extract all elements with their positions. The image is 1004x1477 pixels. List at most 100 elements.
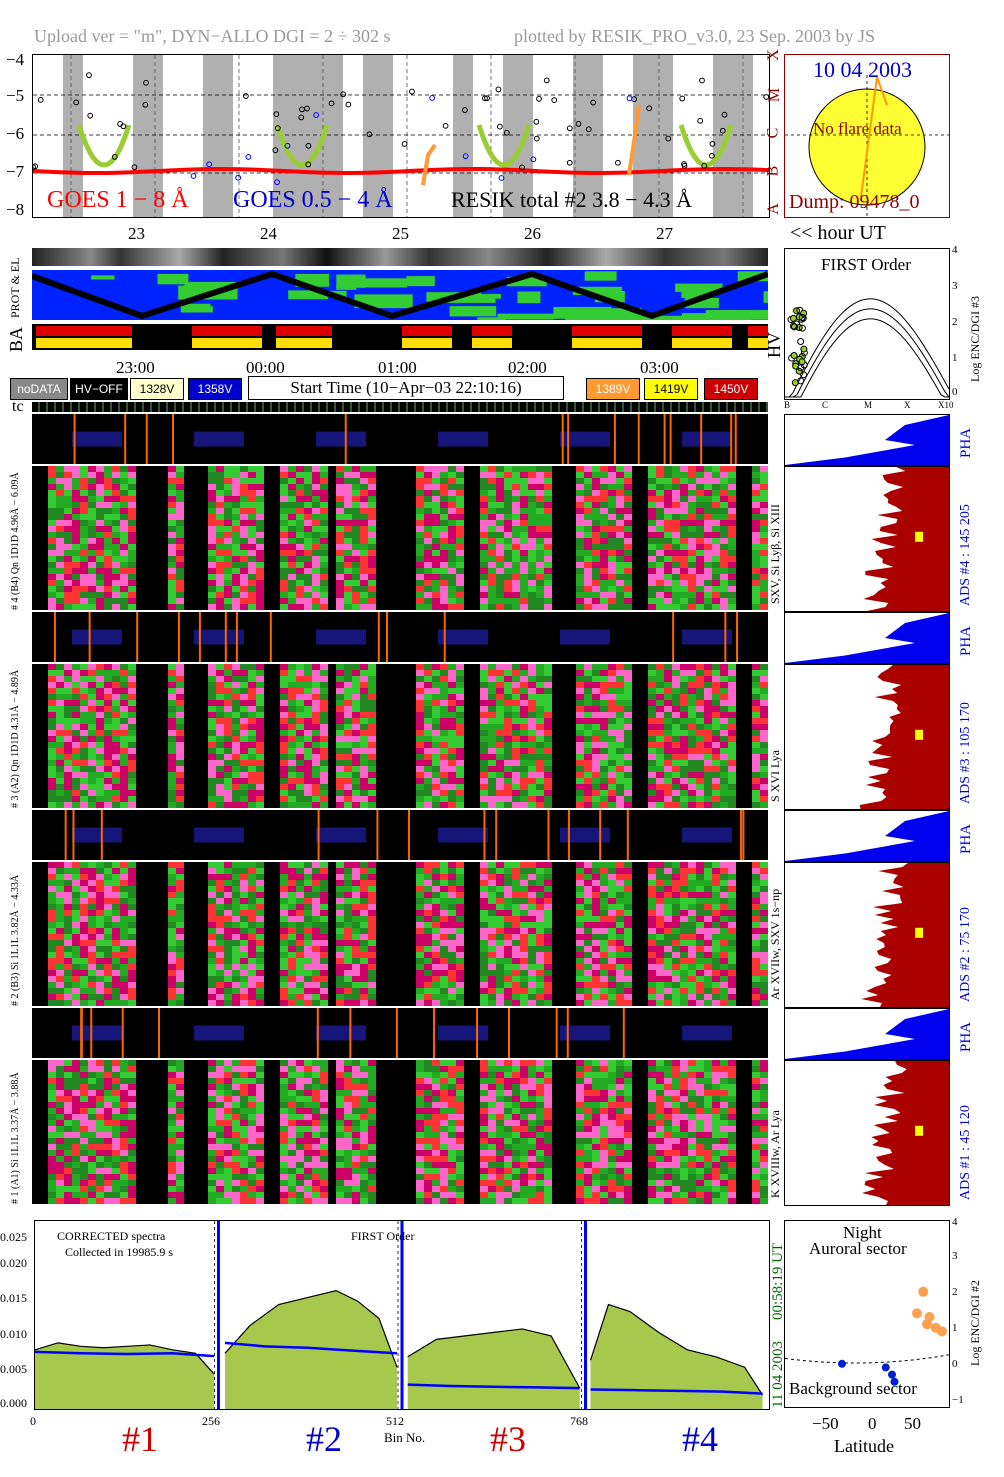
spectrogram-cell bbox=[288, 490, 296, 496]
spectrogram-cell bbox=[224, 478, 232, 484]
spectrogram-cell bbox=[592, 502, 600, 508]
pha-band bbox=[682, 629, 732, 645]
spectrogram-cell bbox=[368, 664, 376, 670]
spectrogram-cell bbox=[584, 682, 592, 688]
spectrogram-cell bbox=[592, 466, 600, 472]
spectrogram-cell bbox=[256, 466, 264, 472]
spectrogram-cell bbox=[352, 538, 360, 544]
spectrogram-cell bbox=[288, 550, 296, 556]
spectrogram-cell bbox=[416, 892, 424, 898]
spectrogram-cell bbox=[120, 496, 128, 502]
spectrogram-cell bbox=[312, 580, 320, 586]
spectrogram-cell bbox=[416, 700, 424, 706]
spectrogram-cell bbox=[688, 568, 696, 574]
pha-spike bbox=[269, 612, 272, 662]
spectrogram-cell bbox=[680, 520, 688, 526]
spectrogram-cell bbox=[344, 730, 352, 736]
spectrogram-cell bbox=[360, 952, 368, 958]
spectrogram-cell bbox=[624, 868, 632, 874]
spectrogram-cell bbox=[720, 766, 728, 772]
spectrogram-cell bbox=[496, 700, 504, 706]
spectrogram-cell bbox=[360, 898, 368, 904]
spectrogram-cell bbox=[320, 694, 328, 700]
spectrogram-cell bbox=[544, 700, 552, 706]
spectrogram-cell bbox=[704, 712, 712, 718]
spectrogram-cell bbox=[480, 802, 488, 808]
spectrogram-cell bbox=[696, 790, 704, 796]
spectrogram-cell bbox=[504, 916, 512, 922]
spectrogram-cell bbox=[520, 532, 528, 538]
spectrogram-cell bbox=[752, 676, 760, 682]
spectrogram-cell bbox=[248, 778, 256, 784]
spectrogram-cell bbox=[760, 742, 768, 748]
resik-point bbox=[462, 107, 468, 113]
spectrogram-cell bbox=[728, 760, 736, 766]
spectrogram-cell bbox=[528, 574, 536, 580]
spectrogram-cell bbox=[440, 592, 448, 598]
spectrogram-cell bbox=[96, 550, 104, 556]
time-label: 02:00 bbox=[508, 358, 547, 377]
spectrogram-cell bbox=[240, 688, 248, 694]
spectrogram-cell bbox=[504, 892, 512, 898]
spectrogram-cell bbox=[528, 688, 536, 694]
spectrogram-cell bbox=[448, 538, 456, 544]
spectrogram-cell bbox=[496, 550, 504, 556]
spectrogram-cell bbox=[48, 514, 56, 520]
spectrogram-cell bbox=[584, 940, 592, 946]
spectrogram-gap bbox=[640, 466, 648, 610]
spectrogram-cell bbox=[88, 994, 96, 1000]
spectrogram-cell bbox=[120, 970, 128, 976]
spectrogram-cell bbox=[256, 928, 264, 934]
spectrogram-cell bbox=[104, 862, 112, 868]
spectrogram-cell bbox=[168, 508, 176, 514]
spectrogram-cell bbox=[528, 604, 536, 610]
spectrogram-cell bbox=[672, 466, 680, 472]
spectrogram-cell bbox=[360, 718, 368, 724]
resik-point bbox=[33, 163, 39, 170]
spectrogram-cell bbox=[296, 700, 304, 706]
spectrogram-gap bbox=[40, 466, 48, 610]
spectrogram-cell bbox=[424, 916, 432, 922]
spectrogram-cell bbox=[440, 730, 448, 736]
spectrogram-cell bbox=[584, 904, 592, 910]
spectrogram-cell bbox=[664, 700, 672, 706]
spectrogram-cell bbox=[592, 568, 600, 574]
spectrogram-cell bbox=[288, 472, 296, 478]
spectrogram-cell bbox=[512, 940, 520, 946]
spectrogram-cell bbox=[512, 526, 520, 532]
spectrogram-cell bbox=[664, 940, 672, 946]
spectrogram-cell bbox=[704, 754, 712, 760]
spectrogram-cell bbox=[456, 586, 464, 592]
spectrogram-cell bbox=[80, 700, 88, 706]
spectrogram-cell bbox=[600, 754, 608, 760]
spectrogram-cell bbox=[680, 694, 688, 700]
spectrogram-cell bbox=[112, 754, 120, 760]
spectrogram-cell bbox=[688, 496, 696, 502]
spectrogram-cell bbox=[544, 598, 552, 604]
spectrogram-cell bbox=[416, 760, 424, 766]
spectrogram-cell bbox=[360, 682, 368, 688]
spectrogram-cell bbox=[96, 766, 104, 772]
spectrogram-cell bbox=[544, 568, 552, 574]
spectrogram-cell bbox=[216, 682, 224, 688]
spectrogram-cell bbox=[112, 886, 120, 892]
spectrogram-cell bbox=[232, 718, 240, 724]
spectrogram-cell bbox=[712, 784, 720, 790]
spectrogram-gap bbox=[264, 862, 272, 1006]
spectrogram-cell bbox=[656, 862, 664, 868]
spectrogram-cell bbox=[88, 730, 96, 736]
spectrogram-cell bbox=[584, 790, 592, 796]
spectrogram-cell bbox=[232, 928, 240, 934]
spectrogram-cell bbox=[656, 478, 664, 484]
spectrogram-cell bbox=[280, 664, 288, 670]
spectrogram-cell bbox=[360, 1000, 368, 1006]
spectrogram-cell bbox=[576, 664, 584, 670]
spectrogram-cell bbox=[48, 802, 56, 808]
resik-point bbox=[495, 86, 502, 93]
spectrogram-cell bbox=[648, 760, 656, 766]
orbit-shade bbox=[633, 55, 673, 217]
spectrogram-cell bbox=[216, 592, 224, 598]
spectrogram-cell bbox=[64, 916, 72, 922]
spectrogram-cell bbox=[240, 604, 248, 610]
spectrogram-cell bbox=[256, 598, 264, 604]
